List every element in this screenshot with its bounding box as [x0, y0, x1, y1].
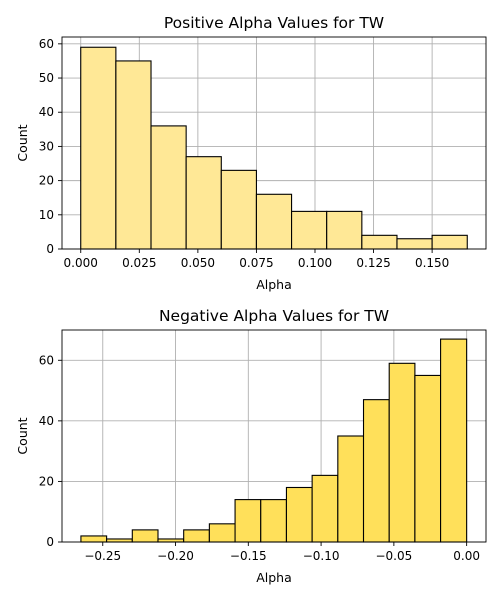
histogram-bar: [396, 238, 433, 250]
x-tick-label: −0.10: [303, 549, 340, 563]
histogram-bar: [115, 60, 152, 250]
histogram-bar: [440, 338, 468, 543]
y-ticks: 0 10 20 30 40 50 60: [39, 37, 62, 256]
x-tick-label: 0.025: [122, 256, 156, 270]
histogram-bar: [255, 193, 293, 250]
histogram-bar: [285, 486, 313, 543]
y-tick-label: 30: [39, 139, 54, 153]
x-tick-label: 0.150: [415, 256, 449, 270]
histogram-bar: [131, 529, 159, 543]
histogram-bar: [80, 535, 108, 543]
histogram-bar: [185, 156, 222, 250]
y-tick-label: 60: [39, 353, 54, 367]
y-tick-label: 0: [46, 242, 54, 256]
x-tick-label: −0.20: [157, 549, 194, 563]
histogram-bar: [106, 538, 133, 543]
x-tick-label: 0.125: [356, 256, 390, 270]
x-ticks: −0.25 −0.20 −0.15 −0.10 −0.05 0.00: [84, 542, 480, 563]
x-ticks: 0.000 0.025 0.050 0.075 0.100 0.125 0.150: [64, 249, 449, 270]
histogram-bar: [311, 474, 339, 543]
chart-title: Negative Alpha Values for TW: [159, 307, 389, 325]
x-tick-label: 0.050: [181, 256, 215, 270]
bars: [80, 338, 468, 543]
histogram-bar: [208, 523, 236, 543]
x-tick-label: −0.15: [230, 549, 267, 563]
x-tick-label: −0.05: [375, 549, 412, 563]
y-tick-label: 20: [39, 474, 54, 488]
histogram-bar: [80, 46, 117, 250]
histogram-bar: [260, 499, 287, 543]
negative-alpha-histogram: −0.25 −0.20 −0.15 −0.10 −0.05 0.00 0 20 40 60 Ne…: [15, 307, 487, 585]
x-tick-label: 0.000: [64, 256, 98, 270]
histogram-bar: [361, 234, 398, 250]
y-tick-label: 0: [46, 535, 54, 549]
histogram-bar: [157, 538, 185, 543]
histogram-bar: [326, 210, 363, 250]
y-axis-label: Count: [15, 124, 30, 161]
x-tick-label: 0.075: [239, 256, 273, 270]
y-tick-label: 20: [39, 174, 54, 188]
histogram-bar: [150, 125, 187, 250]
histogram-bar: [388, 362, 416, 543]
y-ticks: 0 20 40 60: [39, 353, 62, 549]
histogram-bar: [431, 234, 468, 250]
axes-frame: [61, 36, 487, 250]
histogram-bar: [234, 499, 262, 543]
histogram-bar: [220, 169, 257, 250]
y-tick-label: 50: [39, 71, 54, 85]
y-tick-label: 10: [39, 208, 54, 222]
x-tick-label: 0.100: [298, 256, 332, 270]
positive-alpha-histogram: 0.000 0.025 0.050 0.075 0.100 0.125 0.150 0 10 2…: [15, 14, 487, 292]
y-tick-label: 40: [39, 414, 54, 428]
x-axis-label: Alpha: [256, 570, 292, 585]
axes-frame: [61, 329, 487, 543]
y-tick-label: 60: [39, 37, 54, 51]
histogram-bar: [291, 210, 328, 250]
y-axis-label: Count: [15, 417, 30, 454]
histogram-bar: [414, 374, 442, 543]
histogram-bar: [362, 399, 390, 543]
histogram-bar: [183, 529, 210, 543]
y-tick-label: 40: [39, 105, 54, 119]
x-axis-label: Alpha: [256, 277, 292, 292]
histogram-bar: [337, 435, 365, 543]
bars: [80, 46, 468, 250]
chart-title: Positive Alpha Values for TW: [164, 14, 384, 32]
x-tick-label: 0.00: [453, 549, 480, 563]
x-tick-label: −0.25: [84, 549, 121, 563]
